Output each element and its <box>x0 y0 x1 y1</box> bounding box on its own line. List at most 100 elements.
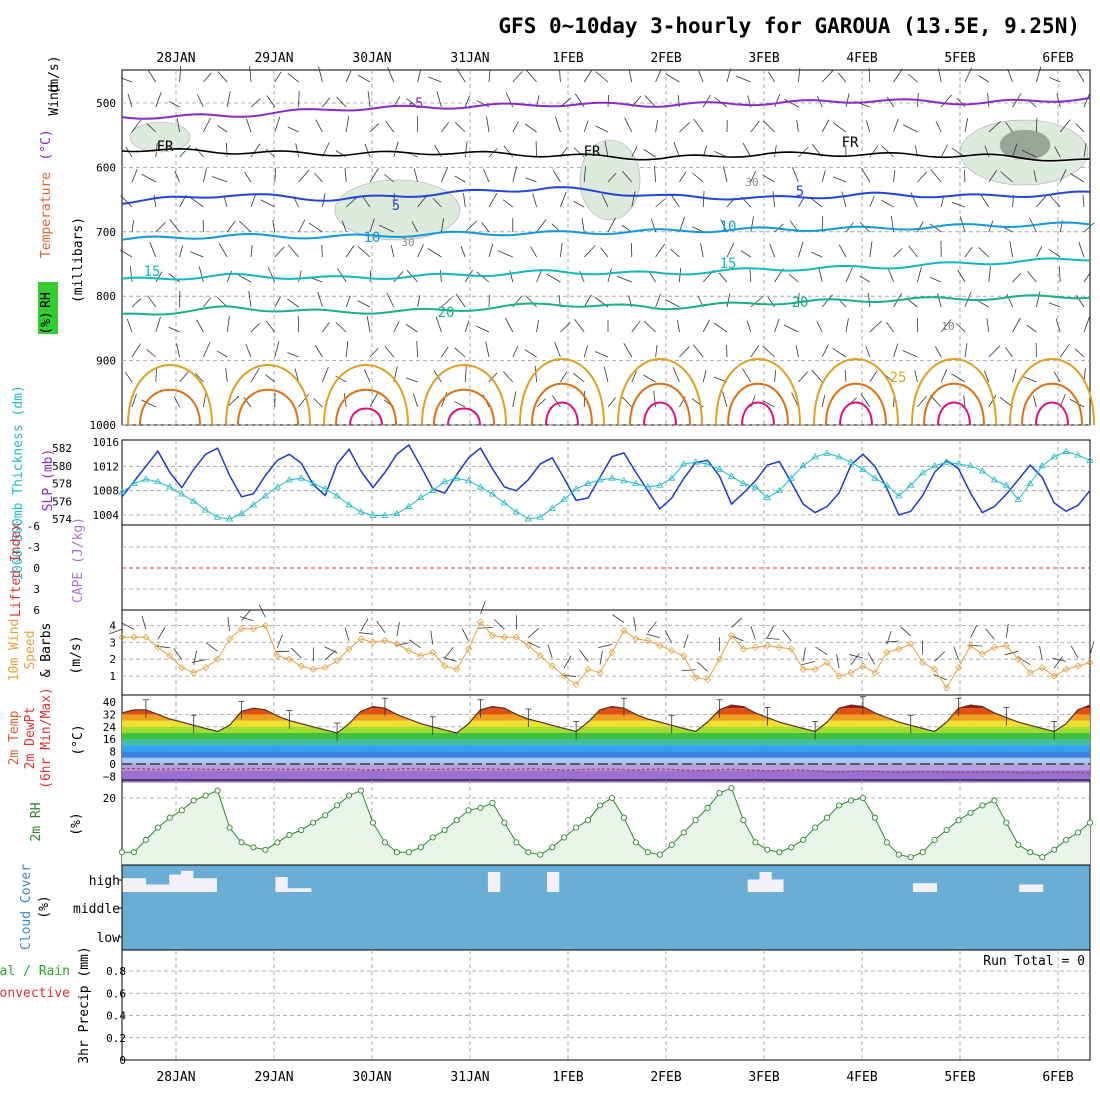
wind-barb <box>132 220 134 232</box>
wind-barb <box>796 345 798 357</box>
wind-barb <box>513 346 518 357</box>
wind-barb <box>287 299 298 307</box>
wind-barb <box>656 120 658 132</box>
wind-barb <box>678 320 680 332</box>
rh-point <box>215 788 220 793</box>
wind-barb <box>666 74 680 82</box>
wind10-barb <box>1071 646 1078 658</box>
warm-contour <box>840 403 872 426</box>
warm-contour <box>546 403 578 426</box>
wind-barb <box>180 245 183 257</box>
wind-barb <box>537 219 547 232</box>
wind-barb <box>246 119 251 132</box>
cloud-high-gap <box>1019 885 1031 893</box>
wind-barb <box>525 295 536 307</box>
wind-barb <box>656 69 662 82</box>
ylabel-wind10-unit: (m/s) <box>69 635 84 674</box>
ylabel-dewpt2m: 2m DewPt <box>23 707 38 770</box>
rh-point <box>550 845 555 850</box>
wind-barb <box>1075 349 1084 357</box>
wind-barb <box>751 216 754 232</box>
rh-point <box>872 815 877 820</box>
wind-barb <box>489 193 497 207</box>
wind-barb <box>789 274 798 282</box>
wind-barb <box>465 221 477 232</box>
isotherm-label: 5 <box>392 198 400 214</box>
wind-barb <box>833 123 846 132</box>
ylabel-temperature-unit: (°C) <box>39 129 54 160</box>
rh-point <box>251 845 256 850</box>
rh-point <box>466 808 471 813</box>
wind-barb <box>394 321 399 332</box>
temp-band <box>122 745 1090 751</box>
rh-area <box>122 788 1090 865</box>
rh-point <box>645 850 650 855</box>
wind-barb <box>368 91 370 107</box>
wind-barb <box>868 293 869 307</box>
ytick-temp: 0 <box>109 758 116 771</box>
wind-barb <box>273 220 275 232</box>
wind-barb <box>510 270 513 282</box>
wind-barb <box>299 170 309 182</box>
wind-barb <box>1049 249 1061 257</box>
wind-barb <box>894 344 898 357</box>
wind-barb <box>465 321 469 332</box>
wind-barb <box>1036 291 1040 307</box>
wind-barb <box>484 169 489 182</box>
ylabel-wind10-speed: Speed <box>23 630 38 669</box>
wind-barb <box>370 270 371 282</box>
temp-band <box>122 770 1090 782</box>
wind10-barb <box>121 623 133 629</box>
isotherm-line <box>122 258 1090 279</box>
wind10-barb <box>206 643 217 651</box>
wind-barb <box>1013 273 1021 282</box>
wind-barb <box>1059 266 1060 282</box>
wind-barb <box>989 266 991 282</box>
wind-barb <box>455 176 465 182</box>
rh-point <box>1063 837 1068 842</box>
wind-barb <box>251 368 259 382</box>
wind-barb <box>775 94 780 107</box>
wind-barb <box>536 141 537 157</box>
ytick-temp: 8 <box>109 746 116 759</box>
wind-barb <box>322 322 329 332</box>
wind-barb <box>246 344 251 357</box>
date-label-top: 1FEB <box>552 51 583 66</box>
wind-barb <box>741 250 751 257</box>
wind-barb <box>894 119 899 132</box>
ytick-temp: 24 <box>103 721 117 734</box>
wind-barb <box>822 120 829 132</box>
wind-barb <box>560 192 566 207</box>
rh-point <box>968 810 973 815</box>
ytick-lifted: 0 <box>33 562 40 575</box>
ylabel-temp-unit: (°C) <box>71 724 86 755</box>
wind-barb <box>465 366 466 382</box>
ytick-temp: −8 <box>103 770 116 783</box>
wind10-barb <box>986 628 995 639</box>
wind-barb <box>203 73 211 82</box>
wind-barb <box>364 369 370 382</box>
date-label-top: 5FEB <box>944 51 975 66</box>
wind10-barb <box>481 601 486 614</box>
rh-point <box>179 808 184 813</box>
ylabel-minmax: (6hr Min/Max) <box>39 687 54 789</box>
ylabel-cloud-unit: (%) <box>37 895 52 918</box>
wind10-barb <box>192 660 206 663</box>
wind10-barb <box>580 650 588 661</box>
wind-barb <box>218 72 227 82</box>
wind-barb <box>763 346 775 357</box>
warm-contour <box>1036 403 1068 426</box>
wind-barb <box>174 396 179 407</box>
wind10-barb <box>684 635 689 648</box>
wind-barb <box>385 346 394 357</box>
isotherm-line <box>122 295 1090 314</box>
warm-contour <box>728 384 788 425</box>
wind-barb <box>169 273 180 282</box>
wind-barb <box>147 349 156 357</box>
wind-barb <box>318 292 323 307</box>
ytick-thickness: 574 <box>52 513 72 526</box>
wind-barb <box>130 266 132 282</box>
rh-point <box>155 825 160 830</box>
